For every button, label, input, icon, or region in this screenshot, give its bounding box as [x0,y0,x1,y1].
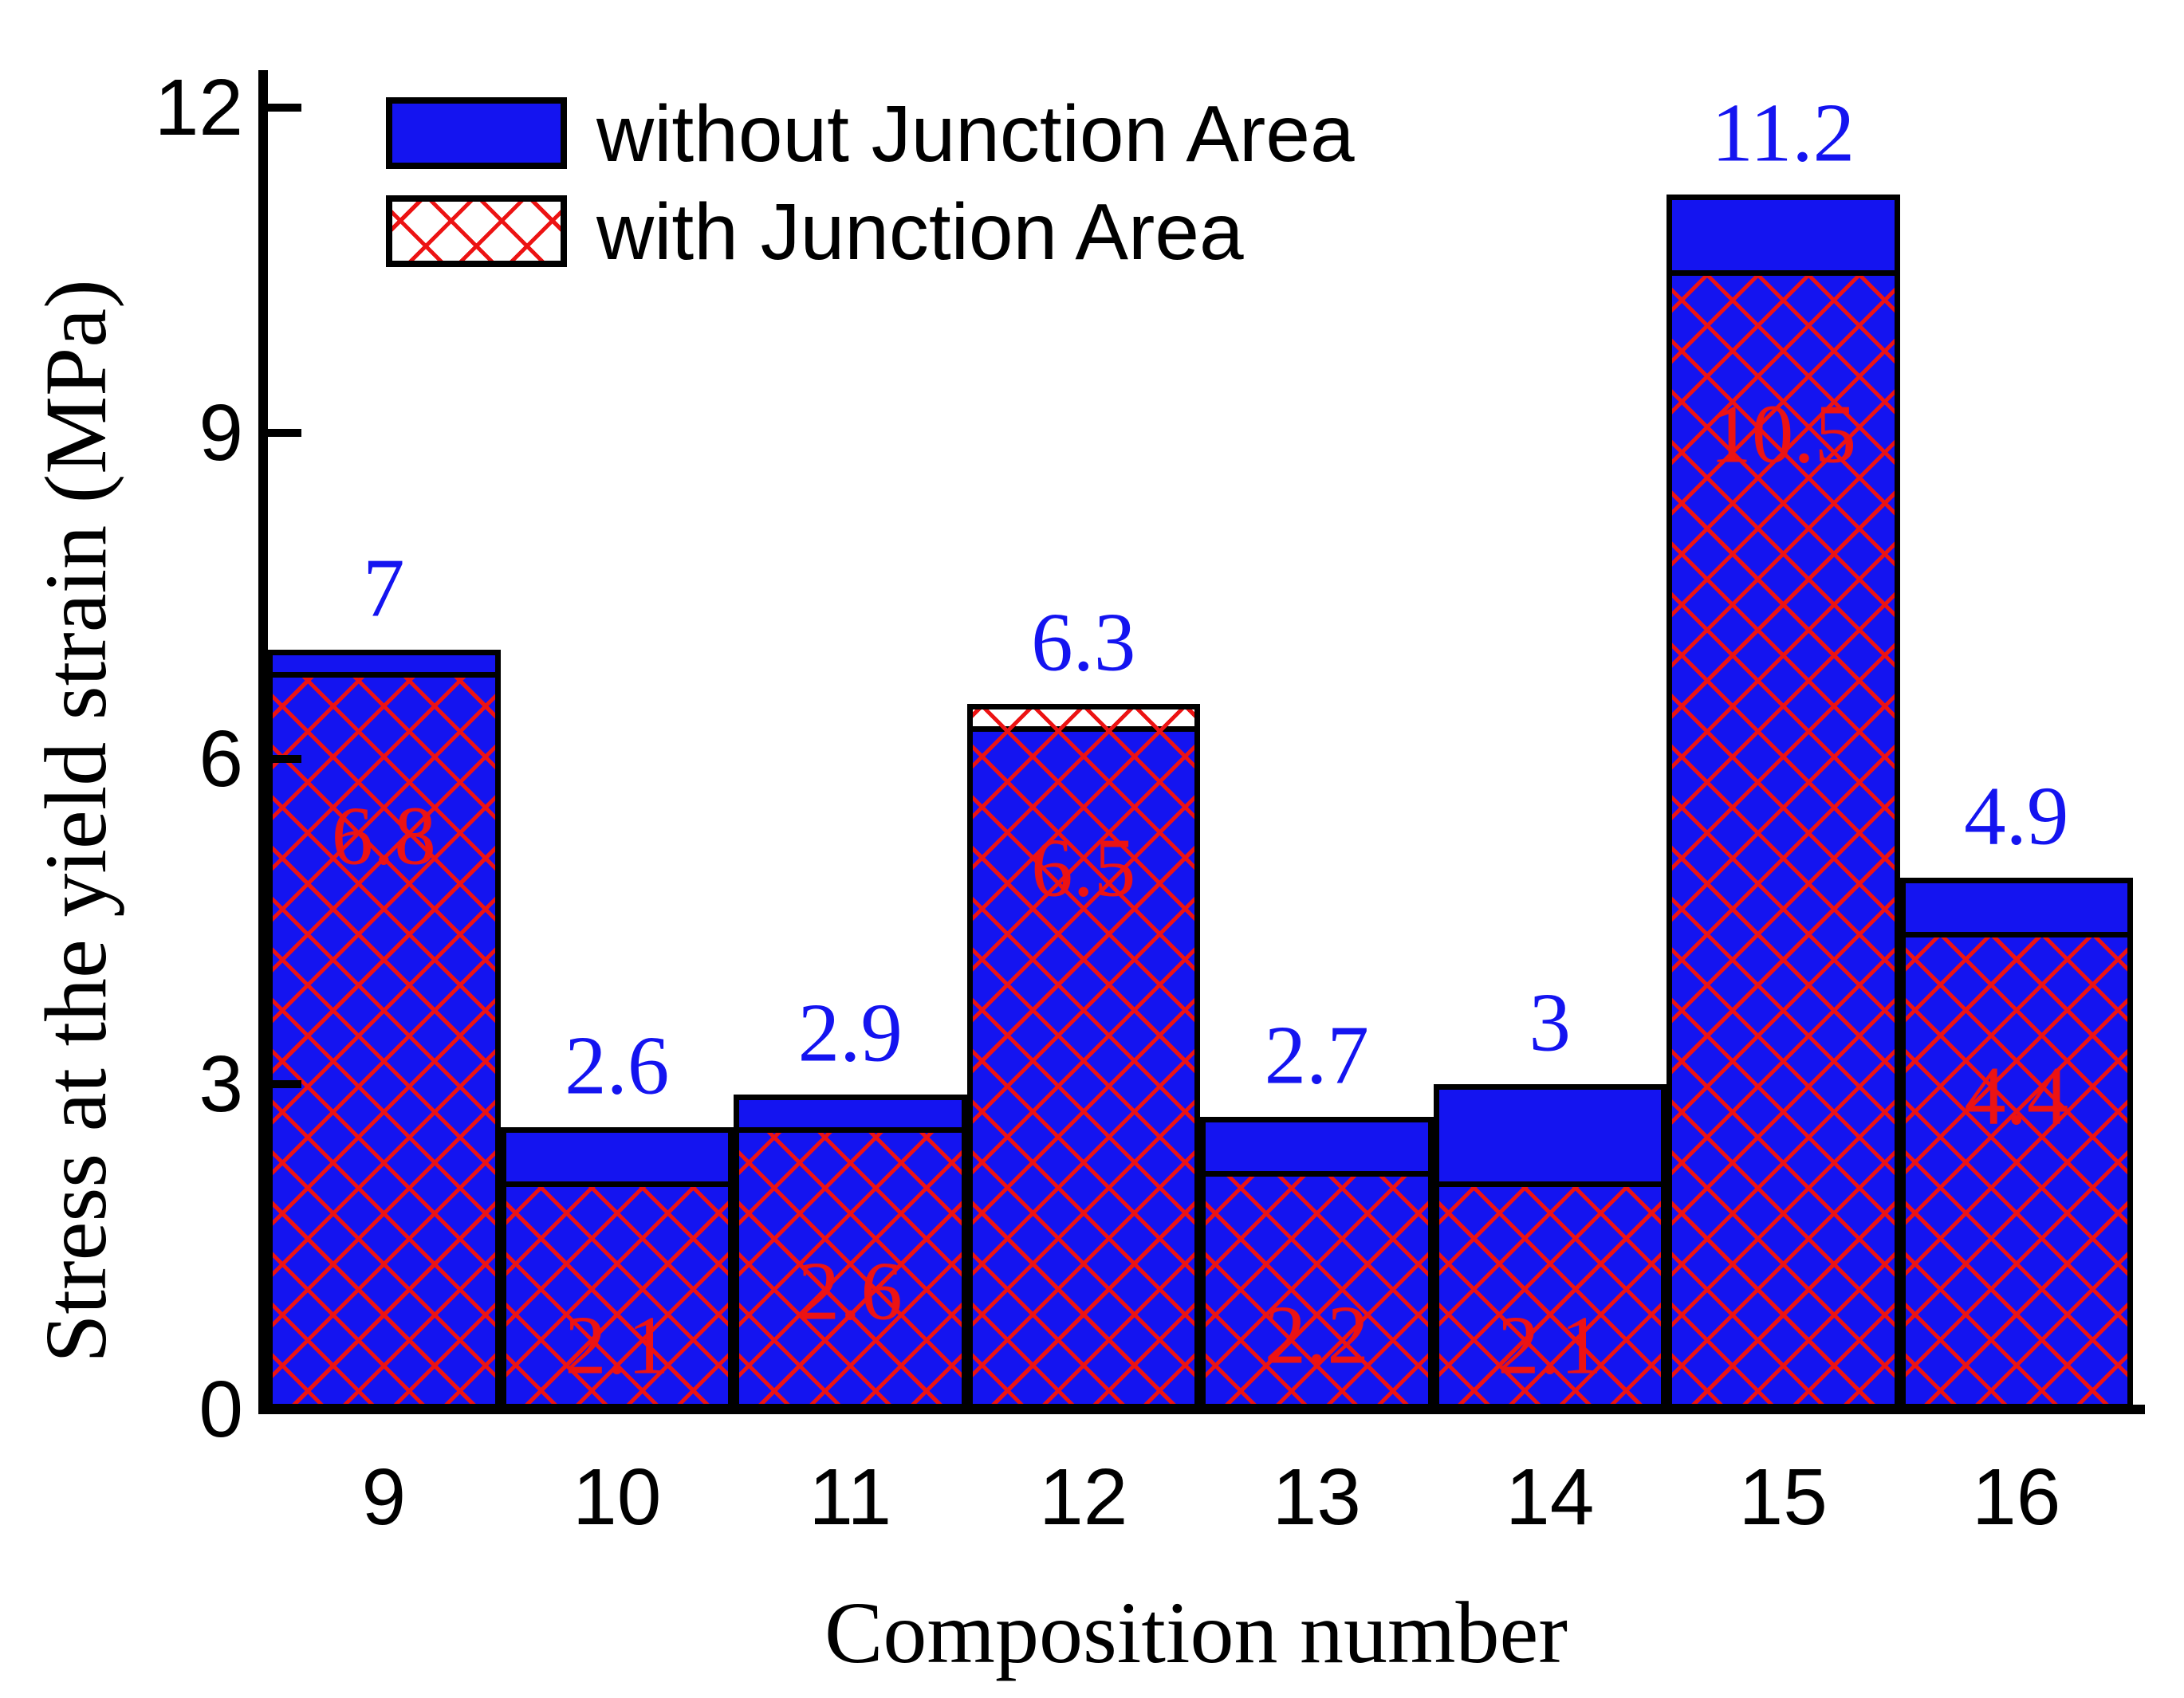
legend-label-without-junction: without Junction Area [596,89,1355,179]
value-label-with-junction-15: 10.5 [1710,387,1857,481]
value-label-without-junction-14: 3 [1529,975,1572,1069]
y-tick-9 [268,429,301,438]
y-axis-title: Stress at the yield strain (MPa) [27,279,124,1363]
x-tick-label-15: 15 [1738,1452,1828,1542]
legend-swatch-with-junction [386,195,567,267]
y-axis-line [258,70,268,1414]
x-tick-label-10: 10 [573,1452,662,1542]
value-label-without-junction-11: 2.9 [797,985,903,1079]
value-label-without-junction-13: 2.7 [1264,1008,1369,1102]
x-tick-label-13: 13 [1272,1452,1361,1542]
value-label-without-junction-9: 7 [363,540,405,635]
x-tick-label-11: 11 [809,1452,892,1542]
value-label-without-junction-10: 2.6 [565,1018,670,1112]
value-label-with-junction-14: 2.1 [1497,1298,1603,1392]
y-tick-label-12: 12 [154,63,243,152]
value-label-without-junction-16: 4.9 [1964,768,2069,863]
x-axis-line [258,1405,2145,1414]
y-tick-label-3: 3 [199,1039,243,1129]
y-tick-3 [268,1079,301,1088]
value-label-without-junction-12: 6.3 [1031,595,1136,689]
value-label-with-junction-12: 6.5 [1031,820,1136,914]
bar-with-junction-16 [1899,932,2133,1409]
value-label-with-junction-13: 2.2 [1264,1287,1369,1382]
bar-with-junction-13 [1200,1170,1434,1409]
bar-with-junction-12 [966,704,1200,1409]
legend-swatch-without-junction [386,97,567,169]
legend-label-with-junction: with Junction Area [596,187,1244,277]
value-label-with-junction-10: 2.1 [565,1298,670,1392]
bar-with-junction-9 [267,671,501,1409]
y-tick-6 [268,754,301,763]
y-tick-label-6: 6 [199,713,243,804]
bar-with-junction-14 [1433,1181,1667,1409]
x-tick-label-9: 9 [361,1452,407,1542]
y-tick-label-9: 9 [199,388,243,478]
x-tick-label-14: 14 [1505,1452,1595,1542]
value-label-with-junction-9: 6.8 [331,788,436,882]
value-label-with-junction-11: 2.6 [797,1244,903,1338]
x-tick-label-12: 12 [1039,1452,1128,1542]
value-label-with-junction-16: 4.4 [1964,1048,2069,1142]
x-tick-label-16: 16 [1972,1452,2061,1542]
value-label-without-junction-15: 11.2 [1711,85,1855,179]
y-tick-label-0: 0 [199,1365,243,1454]
bar-with-junction-15 [1667,270,1900,1409]
x-axis-title: Composition number [824,1584,1568,1681]
y-tick-12 [268,104,301,112]
